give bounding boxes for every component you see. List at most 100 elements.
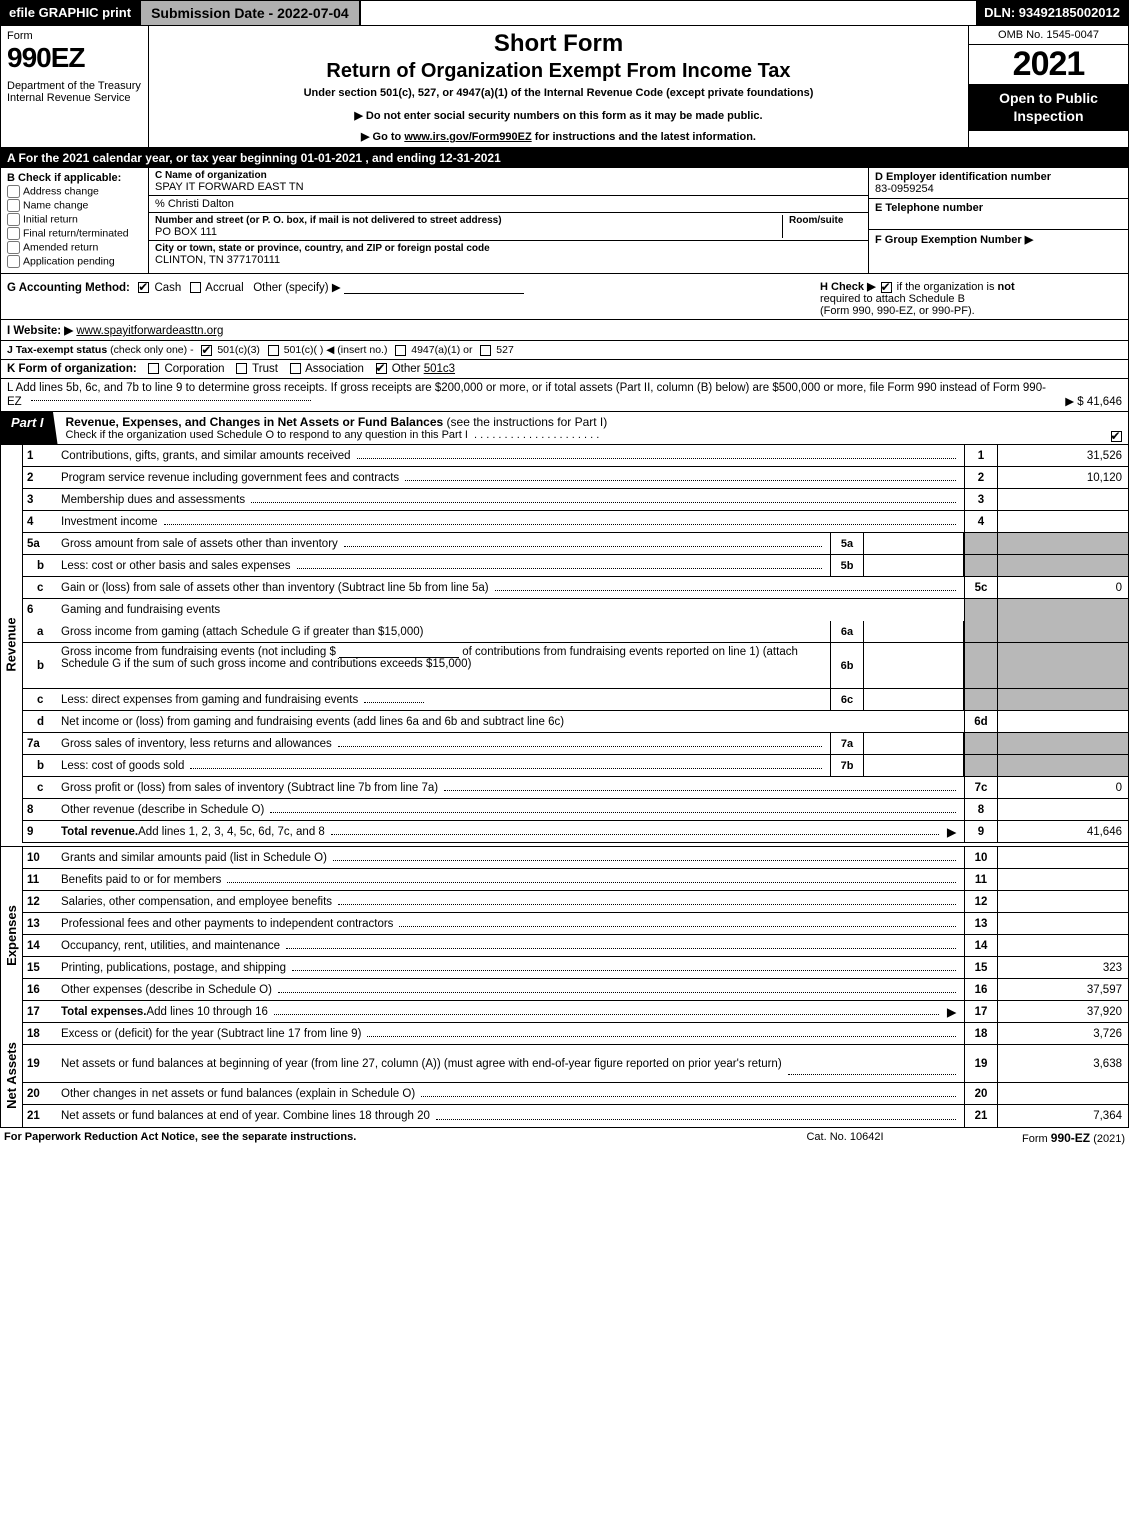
ln5c-col: 5c xyxy=(964,577,998,598)
ln6d-col: 6d xyxy=(964,711,998,732)
ln6c-num: c xyxy=(23,689,57,710)
chk-assoc[interactable] xyxy=(290,363,301,374)
ln7a-m: 7a xyxy=(830,733,864,754)
chk-501c3[interactable] xyxy=(201,345,212,356)
short-form-title: Short Form xyxy=(155,30,962,58)
j-o4: 527 xyxy=(496,344,514,356)
ln4-num: 4 xyxy=(23,511,57,532)
section-a-bar: A For the 2021 calendar year, or tax yea… xyxy=(0,148,1129,168)
under-section: Under section 501(c), 527, or 4947(a)(1)… xyxy=(155,87,962,99)
ln19-num: 19 xyxy=(23,1045,57,1082)
ln5c-desc: Gain or (loss) from sale of assets other… xyxy=(61,582,489,594)
ln6c-desc: Less: direct expenses from gaming and fu… xyxy=(61,694,358,706)
irs-link[interactable]: www.irs.gov/Form990EZ xyxy=(404,131,531,143)
chk-other-org[interactable] xyxy=(376,363,387,374)
chk-h[interactable] xyxy=(881,282,892,293)
chk-corp[interactable] xyxy=(148,363,159,374)
c-name-label: C Name of organization xyxy=(155,170,304,181)
ln7a-mv xyxy=(864,733,964,754)
ln13-val xyxy=(998,913,1128,934)
ln16-num: 16 xyxy=(23,979,57,1000)
ln7b-m: 7b xyxy=(830,755,864,776)
ln6-val xyxy=(998,599,1128,621)
chk-initial-return[interactable]: Initial return xyxy=(7,213,142,226)
header-left: Form 990EZ Department of the Treasury In… xyxy=(1,26,149,147)
j-label: J Tax-exempt status xyxy=(7,344,107,356)
go-to-post: for instructions and the latest informat… xyxy=(532,131,756,143)
ln4-val xyxy=(998,511,1128,532)
ln6c-mv xyxy=(864,689,964,710)
chk-application-pending[interactable]: Application pending xyxy=(7,255,142,268)
chk-address-change[interactable]: Address change xyxy=(7,185,142,198)
ln21-desc: Net assets or fund balances at end of ye… xyxy=(61,1110,430,1122)
arrow-icon: ▶ xyxy=(943,1005,960,1019)
go-to-pre: ▶ Go to xyxy=(361,131,404,143)
l-amount: ▶ $ 41,646 xyxy=(1059,394,1122,408)
org-name: SPAY IT FORWARD EAST TN xyxy=(155,181,304,193)
website-link[interactable]: www.spayitforwardeasttn.org xyxy=(76,325,223,337)
k-label: K Form of organization: xyxy=(7,363,137,375)
chk-accrual[interactable] xyxy=(190,282,201,293)
ln5c-val: 0 xyxy=(998,577,1128,598)
ln3-col: 3 xyxy=(964,489,998,510)
ln5b-col xyxy=(964,555,998,576)
ln7b-val xyxy=(998,755,1128,776)
ln17-col: 17 xyxy=(964,1001,998,1022)
ln6a-desc: Gross income from gaming (attach Schedul… xyxy=(61,626,423,638)
ln13-desc: Professional fees and other payments to … xyxy=(61,918,393,930)
ln19-col: 19 xyxy=(964,1045,998,1082)
ln2-val: 10,120 xyxy=(998,467,1128,488)
c-city-row: City or town, state or province, country… xyxy=(149,241,868,268)
side-revenue: Revenue xyxy=(1,445,23,843)
ln20-col: 20 xyxy=(964,1083,998,1104)
chk-amended-return[interactable]: Amended return xyxy=(7,241,142,254)
ln20-num: 20 xyxy=(23,1083,57,1104)
f-label: F Group Exemption Number ▶ xyxy=(875,234,1033,246)
ln14-col: 14 xyxy=(964,935,998,956)
ln11-col: 11 xyxy=(964,869,998,890)
c-name-row: C Name of organization SPAY IT FORWARD E… xyxy=(149,168,868,196)
e-row: E Telephone number xyxy=(869,199,1128,230)
ln16-desc: Other expenses (describe in Schedule O) xyxy=(61,984,272,996)
go-to-line: ▶ Go to www.irs.gov/Form990EZ for instru… xyxy=(155,130,962,143)
ln21-num: 21 xyxy=(23,1105,57,1127)
chk-name-change[interactable]: Name change xyxy=(7,199,142,212)
chk-final-return[interactable]: Final return/terminated xyxy=(7,227,142,240)
ln9-desc2: Add lines 1, 2, 3, 4, 5c, 6d, 7c, and 8 xyxy=(138,826,325,838)
ln17-desc2: Add lines 10 through 16 xyxy=(146,1006,267,1018)
ln10-val xyxy=(998,847,1128,868)
ln7a-col xyxy=(964,733,998,754)
ln7a-desc: Gross sales of inventory, less returns a… xyxy=(61,738,332,750)
column-def: D Employer identification number 83-0959… xyxy=(868,168,1128,273)
ln6c-col xyxy=(964,689,998,710)
do-not-enter: ▶ Do not enter social security numbers o… xyxy=(155,109,962,122)
efile-label[interactable]: efile GRAPHIC print xyxy=(1,1,139,25)
g-other: Other (specify) ▶ xyxy=(253,282,340,294)
ln18-num: 18 xyxy=(23,1023,57,1044)
ln15-desc: Printing, publications, postage, and shi… xyxy=(61,962,286,974)
chk-4947[interactable] xyxy=(395,345,406,356)
expenses-table: Expenses 10Grants and similar amounts pa… xyxy=(0,847,1129,1023)
g-other-input[interactable] xyxy=(344,282,524,294)
dept-irs: Internal Revenue Service xyxy=(7,92,142,104)
chk-part1-scho[interactable] xyxy=(1111,431,1122,442)
form-word: Form xyxy=(7,30,33,42)
ln2-num: 2 xyxy=(23,467,57,488)
h-block: H Check ▶ if the organization is not req… xyxy=(812,280,1122,317)
chk-trust[interactable] xyxy=(236,363,247,374)
ln21-val: 7,364 xyxy=(998,1105,1128,1127)
city-label: City or town, state or province, country… xyxy=(155,243,490,254)
ln8-col: 8 xyxy=(964,799,998,820)
chk-501c[interactable] xyxy=(268,345,279,356)
chk-527[interactable] xyxy=(480,345,491,356)
chk-cash[interactable] xyxy=(138,282,149,293)
ln16-col: 16 xyxy=(964,979,998,1000)
ln8-val xyxy=(998,799,1128,820)
submission-date: Submission Date - 2022-07-04 xyxy=(139,1,361,25)
street-value: PO BOX 111 xyxy=(155,226,770,238)
ln15-val: 323 xyxy=(998,957,1128,978)
ln6a-num: a xyxy=(23,621,57,642)
ln5a-col xyxy=(964,533,998,554)
row-j: J Tax-exempt status (check only one) - 5… xyxy=(0,341,1129,360)
city-value: CLINTON, TN 377170111 xyxy=(155,254,490,266)
